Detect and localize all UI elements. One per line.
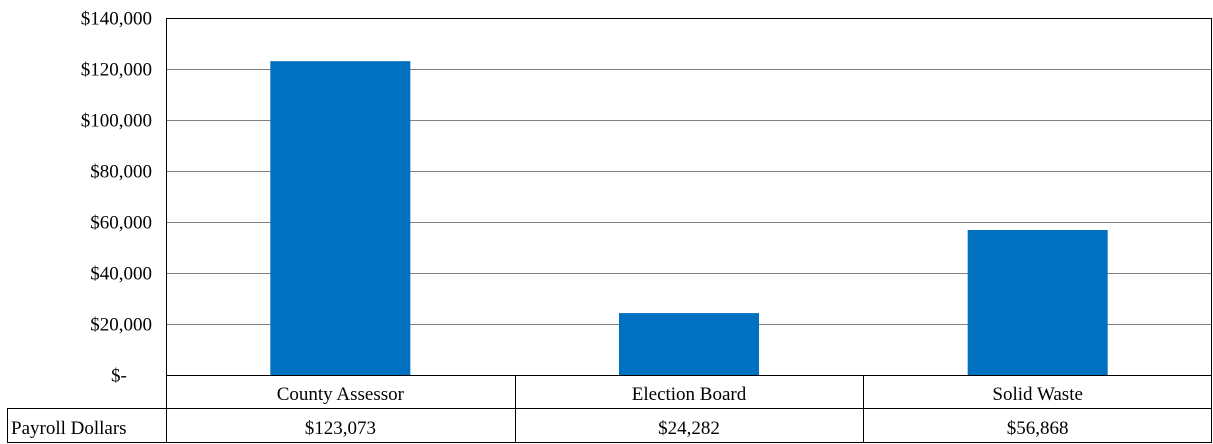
table-value-cell: $56,868: [1007, 418, 1069, 439]
y-tick-label: $120,000: [81, 60, 152, 81]
bars: [270, 61, 1108, 375]
table-row-label: Payroll Dollars: [11, 418, 127, 439]
table-value-cell: $24,282: [658, 418, 720, 439]
y-tick-label: $100,000: [81, 111, 152, 132]
category-label: Solid Waste: [992, 384, 1082, 405]
bar-county-assessor: [270, 61, 411, 375]
y-tick-label: $60,000: [90, 213, 152, 234]
y-tick-label: $-: [111, 366, 127, 387]
y-tick-label: $40,000: [90, 264, 152, 285]
y-tick-label: $140,000: [81, 9, 152, 30]
y-axis-tick-labels: $- $20,000 $40,000 $60,000 $80,000 $100,000 $1…: [81, 9, 152, 387]
y-tick-label: $20,000: [90, 315, 152, 336]
category-label: Election Board: [632, 384, 747, 405]
category-label: County Assessor: [277, 384, 405, 405]
bar-solid-waste: [967, 229, 1108, 375]
bar-election-board: [619, 313, 759, 375]
data-table: County Assessor Election Board Solid Waste…: [7, 375, 1212, 443]
y-tick-label: $80,000: [90, 162, 152, 183]
table-value-cell: $123,073: [305, 418, 376, 439]
